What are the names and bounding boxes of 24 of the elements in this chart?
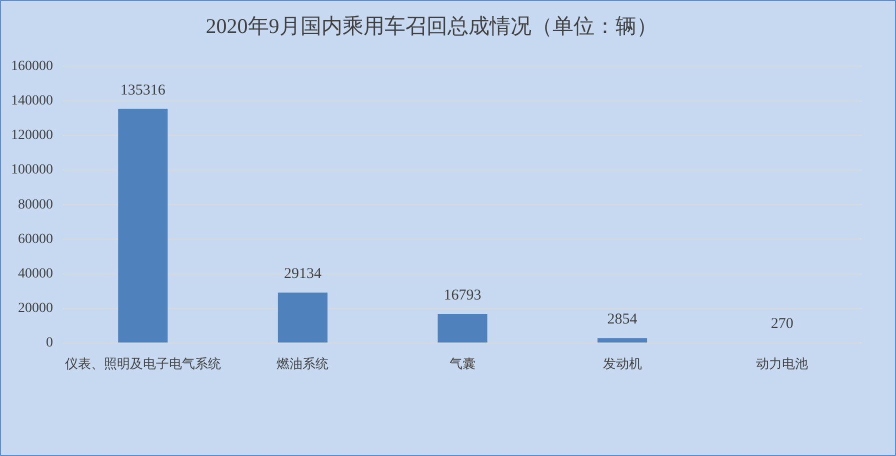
data-label: 270 — [770, 316, 794, 332]
y-tick-label: 120000 — [11, 128, 53, 144]
y-tick-label: 40000 — [18, 266, 53, 282]
data-label: 29134 — [284, 266, 322, 282]
y-tick-label: 160000 — [11, 58, 53, 74]
y-tick-label: 140000 — [11, 93, 53, 108]
bar — [598, 338, 648, 342]
chart-title: 2020年9月国内乘用车召回总成情况（单位：辆） — [206, 14, 658, 38]
bar — [118, 108, 168, 342]
data-label: 2854 — [607, 312, 638, 328]
bar — [278, 292, 328, 342]
y-tick-label: 60000 — [18, 232, 53, 247]
x-tick-label: 气囊 — [450, 357, 476, 372]
x-tick-label: 燃油系统 — [276, 357, 329, 372]
y-tick-label: 80000 — [18, 197, 53, 212]
y-tick-label: 20000 — [18, 301, 53, 316]
y-tick-label: 0 — [46, 336, 53, 351]
x-tick-label: 仪表、照明及电子电气系统 — [64, 357, 221, 372]
data-label: 135316 — [120, 82, 166, 98]
y-tick-label: 100000 — [11, 162, 53, 178]
x-tick-label: 动力电池 — [756, 357, 808, 372]
x-tick-label: 发动机 — [602, 357, 642, 372]
bar — [438, 314, 488, 342]
data-label: 16793 — [444, 287, 482, 304]
